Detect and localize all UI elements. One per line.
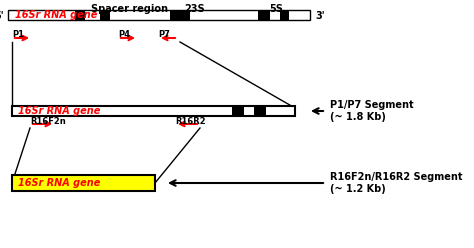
Text: P4: P4 — [118, 30, 130, 39]
Text: 23S: 23S — [185, 4, 205, 14]
Bar — [8, 10, 310, 20]
Bar — [258, 10, 270, 20]
Text: 16Sr RNA gene: 16Sr RNA gene — [18, 178, 100, 188]
Text: 16Sr RNA gene: 16Sr RNA gene — [18, 106, 100, 116]
Bar — [280, 10, 289, 20]
Bar — [12, 106, 295, 116]
Text: R16F2n: R16F2n — [30, 117, 66, 126]
Text: P1: P1 — [12, 30, 24, 39]
Bar — [170, 10, 190, 20]
Bar — [100, 10, 110, 20]
Text: 5S: 5S — [269, 4, 283, 14]
Text: R16R2: R16R2 — [175, 117, 206, 126]
Bar — [12, 175, 155, 191]
Bar — [75, 10, 85, 20]
Text: 5': 5' — [0, 11, 4, 21]
Text: Spacer region: Spacer region — [91, 4, 168, 14]
Bar — [232, 106, 244, 116]
Text: R16F2n/R16R2 Segment
(~ 1.2 Kb): R16F2n/R16R2 Segment (~ 1.2 Kb) — [330, 172, 463, 194]
Bar — [254, 106, 266, 116]
Text: P1/P7 Segment
(~ 1.8 Kb): P1/P7 Segment (~ 1.8 Kb) — [330, 100, 414, 122]
Text: 16Sr RNA gene: 16Sr RNA gene — [15, 10, 97, 20]
Text: 3': 3' — [315, 11, 325, 21]
Text: P7: P7 — [158, 30, 170, 39]
